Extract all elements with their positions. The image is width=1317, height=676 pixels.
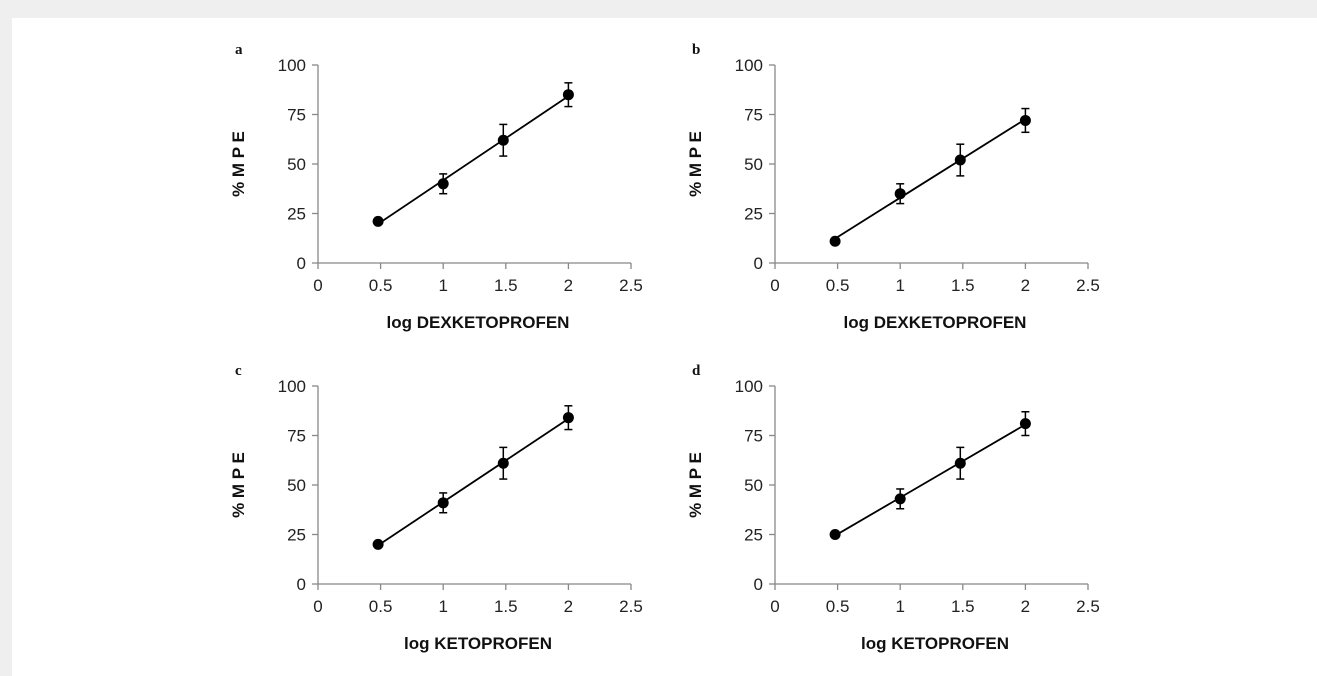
- chart-a-x-tick-label: 0: [313, 276, 322, 295]
- chart-b-trend-line: [835, 119, 1025, 238]
- chart-d-x-tick-label: 2.5: [1076, 597, 1100, 616]
- chart-b-data-point: [830, 236, 841, 247]
- chart-c-x-tick-label: 0.5: [369, 597, 393, 616]
- chart-b-data-point: [955, 155, 966, 166]
- chart-d-x-axis-title: log KETOPROFEN: [861, 634, 1009, 653]
- chart-c-x-tick-label: 2.5: [619, 597, 643, 616]
- chart-b: 0 25 50 75 100 0 0.5 1 1.5 2 2.5 log DEXKETOPROFEN%…: [686, 42, 1100, 332]
- chart-c-x-tick-label: 2: [564, 597, 573, 616]
- chart-d-data-point: [830, 529, 841, 540]
- chart-b-y-axis-title: % M P E: [686, 131, 705, 197]
- chart-b-x-tick-label: 0.5: [826, 276, 850, 295]
- figure-panel: 0 25 50 75 100 0 0.5 1 1.5 2 2.5 log DEXKETOPROFEN%…: [12, 18, 1317, 676]
- chart-b-x-tick-label: 1.5: [951, 276, 975, 295]
- chart-c-data-point: [373, 539, 384, 550]
- chart-d-x-tick-label: 1.5: [951, 597, 975, 616]
- chart-b-data-point: [1020, 115, 1031, 126]
- chart-a-y-tick-label: 25: [287, 205, 306, 224]
- chart-a-y-tick-label: 100: [278, 56, 306, 75]
- chart-d-y-tick-label: 0: [754, 575, 763, 594]
- chart-c-data-point: [498, 458, 509, 469]
- chart-b-y-tick-label: 0: [754, 254, 763, 273]
- chart-c-panel-label: c: [235, 363, 242, 379]
- chart-b-x-tick-label: 2: [1021, 276, 1030, 295]
- chart-d-panel-label: d: [692, 363, 701, 379]
- chart-d-x-tick-label: 2: [1021, 597, 1030, 616]
- chart-d-y-tick-label: 75: [744, 427, 763, 446]
- chart-c-x-tick-label: 1.5: [494, 597, 518, 616]
- chart-c-x-tick-label: 1: [438, 597, 447, 616]
- chart-b-y-tick-label: 100: [735, 56, 763, 75]
- chart-a-y-tick-label: 50: [287, 155, 306, 174]
- chart-d-trend-line: [835, 425, 1025, 536]
- chart-d-y-tick-label: 100: [735, 377, 763, 396]
- chart-d: 0 25 50 75 100 0 0.5 1 1.5 2 2.5 log KETOPROFEN % M …: [686, 363, 1100, 653]
- chart-b-y-tick-label: 75: [744, 106, 763, 125]
- chart-d-y-tick-label: 25: [744, 526, 763, 545]
- chart-b-x-tick-label: 2.5: [1076, 276, 1100, 295]
- chart-b-x-tick-label: 0: [770, 276, 779, 295]
- chart-d-x-tick-label: 0.5: [826, 597, 850, 616]
- chart-d-data-point: [1020, 418, 1031, 429]
- chart-a-x-tick-label: 2: [564, 276, 573, 295]
- chart-d-y-tick-label: 50: [744, 476, 763, 495]
- chart-a-data-point: [438, 178, 449, 189]
- chart-a-data-point: [498, 135, 509, 146]
- chart-a-data-point: [373, 216, 384, 227]
- chart-a-x-axis-title: log DEXKETOPROFEN: [387, 313, 570, 332]
- chart-b-y-tick-label: 50: [744, 155, 763, 174]
- chart-a-x-tick-label: 1: [438, 276, 447, 295]
- chart-a-y-tick-label: 0: [297, 254, 306, 273]
- chart-b-y-tick-label: 25: [744, 205, 763, 224]
- chart-c-data-point: [563, 412, 574, 423]
- chart-b-panel-label: b: [692, 42, 700, 58]
- chart-d-y-axis-title: % M P E: [686, 452, 705, 518]
- chart-a-x-tick-label: 0.5: [369, 276, 393, 295]
- chart-b-data-point: [895, 188, 906, 199]
- chart-c-y-axis-title: % M P E: [229, 452, 248, 518]
- chart-c-y-tick-label: 0: [297, 575, 306, 594]
- chart-c-y-tick-label: 50: [287, 476, 306, 495]
- chart-d-x-tick-label: 1: [895, 597, 904, 616]
- chart-a-data-point: [563, 89, 574, 100]
- chart-d-data-point: [895, 493, 906, 504]
- chart-b-x-axis-title: log DEXKETOPROFEN: [844, 313, 1027, 332]
- chart-c-y-tick-label: 25: [287, 526, 306, 545]
- chart-d-data-point: [955, 458, 966, 469]
- chart-c: 0 25 50 75 100 0 0.5 1 1.5 2 2.5 log KETOPROFEN % M …: [229, 363, 643, 653]
- chart-d-x-tick-label: 0: [770, 597, 779, 616]
- chart-a-x-tick-label: 1.5: [494, 276, 518, 295]
- chart-c-y-tick-label: 75: [287, 427, 306, 446]
- chart-b-x-tick-label: 1: [895, 276, 904, 295]
- chart-a-x-tick-label: 2.5: [619, 276, 643, 295]
- chart-a-trend-line: [378, 96, 568, 224]
- chart-a: 0 25 50 75 100 0 0.5 1 1.5 2 2.5 log DEXKETOPROFEN%…: [229, 42, 643, 332]
- chart-c-y-tick-label: 100: [278, 377, 306, 396]
- chart-a-y-tick-label: 75: [287, 106, 306, 125]
- chart-c-x-tick-label: 0: [313, 597, 322, 616]
- chart-a-panel-label: a: [235, 42, 243, 58]
- chart-c-trend-line: [378, 419, 568, 546]
- chart-c-x-axis-title: log KETOPROFEN: [404, 634, 552, 653]
- chart-c-data-point: [438, 497, 449, 508]
- chart-a-y-axis-title: % M P E: [229, 131, 248, 197]
